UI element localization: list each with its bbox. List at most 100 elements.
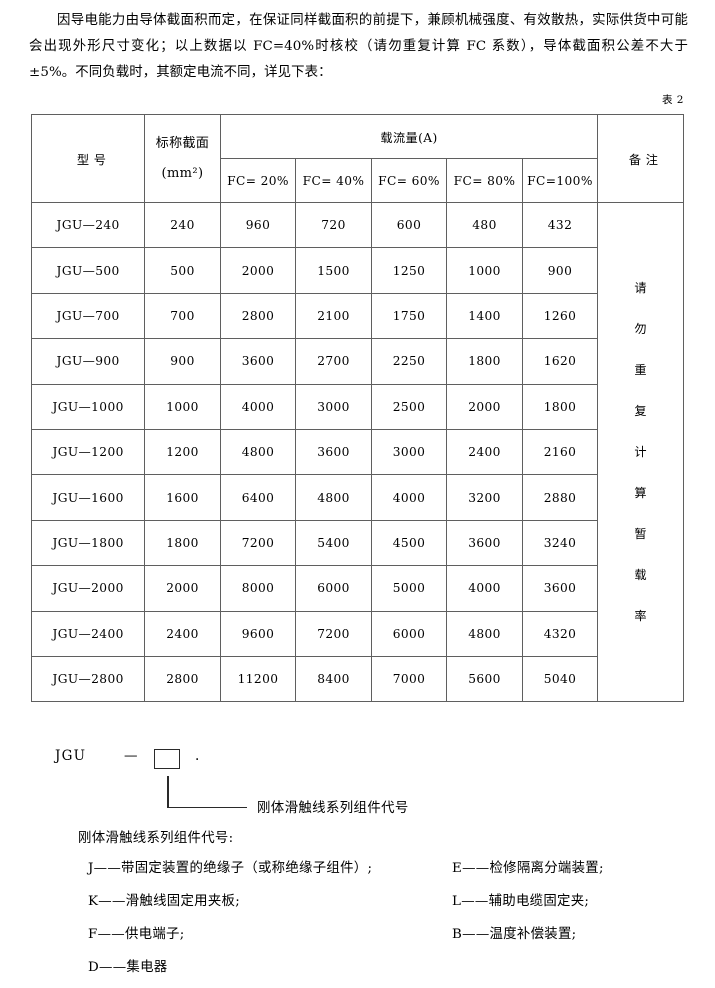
cell-area: 2400 <box>144 610 221 657</box>
column-header-nominal-area: 标称截面 (mm²) <box>144 114 221 203</box>
cell-area: 900 <box>144 338 221 385</box>
cell-fc-60: 7000 <box>370 655 448 703</box>
column-header-fc-80: FC= 80% <box>446 158 523 203</box>
cell-fc-40: 5400 <box>295 519 372 567</box>
legend-item-d: D——集电器 <box>88 960 168 975</box>
ampacity-table: 型 号 标称截面 (mm²) 载流量(A) 备 注 FC= 20% FC= 40… <box>30 114 684 703</box>
cell-area: 240 <box>144 201 221 249</box>
remark-char: 计 <box>634 444 647 459</box>
remark-vertical-text: 请勿重复计算暂载率 <box>598 268 683 637</box>
table-row: JGU—1000 1000 4000 3000 2500 2000 1800 <box>30 383 684 430</box>
remark-char: 率 <box>634 608 647 623</box>
leader-line-vertical <box>167 776 169 808</box>
cell-area: 700 <box>144 292 221 340</box>
cell-fc-80: 3200 <box>446 474 523 521</box>
remark-char: 勿 <box>634 321 647 336</box>
cell-fc-20: 4000 <box>219 383 297 430</box>
cell-area: 1800 <box>144 519 221 567</box>
cell-fc-40: 720 <box>295 201 372 249</box>
legend-item-e: E——检修隔离分端装置; <box>452 861 604 876</box>
cell-fc-40: 1500 <box>295 247 372 294</box>
cell-fc-100: 4320 <box>521 610 599 657</box>
legend-row: F——供电端子; B——温度补偿装置; <box>31 922 691 955</box>
legend-item-f: F——供电端子; <box>88 927 185 942</box>
nominal-area-unit: (mm²) <box>161 165 204 181</box>
cell-area: 1000 <box>144 383 221 430</box>
cell-fc-40: 8400 <box>295 655 372 703</box>
cell-fc-20: 6400 <box>219 474 297 521</box>
remark-char: 算 <box>634 485 647 500</box>
cell-fc-80: 480 <box>446 201 523 249</box>
table-row: JGU—2000 2000 8000 6000 5000 4000 3600 <box>30 565 684 612</box>
cell-fc-80: 2400 <box>446 428 523 476</box>
code-period: . <box>195 748 200 764</box>
cell-fc-80: 4800 <box>446 610 523 657</box>
cell-model: JGU—500 <box>30 247 146 294</box>
cell-area: 500 <box>144 247 221 294</box>
cell-fc-20: 7200 <box>219 519 297 567</box>
cell-area: 2800 <box>144 655 221 703</box>
cell-model: JGU—1200 <box>30 428 146 476</box>
legend-item-k: K——滑触线固定用夹板; <box>88 894 241 909</box>
column-header-fc-20: FC= 20% <box>219 158 297 203</box>
cell-fc-40: 2100 <box>295 292 372 340</box>
table-row: JGU—2400 2400 9600 7200 6000 4800 4320 <box>30 610 684 657</box>
cell-fc-100: 2160 <box>521 428 599 476</box>
cell-fc-80: 2000 <box>446 383 523 430</box>
column-header-fc-40: FC= 40% <box>295 158 372 203</box>
cell-fc-80: 3600 <box>446 519 523 567</box>
cell-area: 1200 <box>144 428 221 476</box>
cell-fc-100: 1800 <box>521 383 599 430</box>
cell-model: JGU—700 <box>30 292 146 340</box>
cell-fc-20: 8000 <box>219 565 297 612</box>
remark-char: 复 <box>634 403 647 418</box>
cell-model: JGU—1600 <box>30 474 146 521</box>
table-caption: 表 2 <box>661 94 684 106</box>
remark-char: 暂 <box>634 526 647 541</box>
cell-fc-20: 960 <box>219 201 297 249</box>
cell-model: JGU—2800 <box>30 655 146 703</box>
table-header: 型 号 标称截面 (mm²) 载流量(A) 备 注 FC= 20% FC= 40… <box>30 114 684 203</box>
code-placeholder-box <box>154 749 180 769</box>
column-header-fc-100: FC=100% <box>521 158 599 203</box>
legend-title: 刚体滑触线系列组件代号: <box>78 831 234 846</box>
cell-fc-40: 3000 <box>295 383 372 430</box>
table-row: JGU—1600 1600 6400 4800 4000 3200 2880 <box>30 474 684 521</box>
table-row: JGU—1800 1800 7200 5400 4500 3600 3240 <box>30 519 684 567</box>
cell-fc-60: 6000 <box>370 610 448 657</box>
table-row: JGU—900 900 3600 2700 2250 1800 1620 <box>30 338 684 385</box>
cell-fc-20: 2800 <box>219 292 297 340</box>
legend-grid: J——带固定装置的绝缘子（或称绝缘子组件）; E——检修隔离分端装置; K——滑… <box>31 856 691 988</box>
cell-fc-20: 9600 <box>219 610 297 657</box>
code-prefix: JGU <box>55 748 87 764</box>
cell-fc-60: 1750 <box>370 292 448 340</box>
cell-remark-vertical: 请勿重复计算暂载率 <box>597 201 684 703</box>
cell-fc-20: 11200 <box>219 655 297 703</box>
cell-model: JGU—900 <box>30 338 146 385</box>
cell-fc-40: 2700 <box>295 338 372 385</box>
legend-item-j: J——带固定装置的绝缘子（或称绝缘子组件）; <box>88 861 373 876</box>
cell-area: 1600 <box>144 474 221 521</box>
cell-fc-60: 2250 <box>370 338 448 385</box>
nominal-area-label: 标称截面 <box>155 135 210 151</box>
cell-fc-100: 2880 <box>521 474 599 521</box>
legend-row: D——集电器 <box>31 955 691 988</box>
remark-char: 请 <box>634 280 647 295</box>
model-code-diagram: JGU — . 刚体滑触线系列组件代号 <box>31 748 671 818</box>
leader-line-horizontal <box>167 806 247 808</box>
cell-model: JGU—1800 <box>30 519 146 567</box>
table-row: JGU—500 500 2000 1500 1250 1000 900 <box>30 247 684 294</box>
cell-fc-80: 5600 <box>446 655 523 703</box>
cell-fc-40: 7200 <box>295 610 372 657</box>
cell-model: JGU—240 <box>30 201 146 249</box>
intro-paragraph: 因导电能力由导体截面积而定，在保证同样截面积的前提下，兼顾机械强度、有效散热，实… <box>29 13 688 80</box>
table-header-row-1: 型 号 标称截面 (mm²) 载流量(A) 备 注 <box>30 114 684 203</box>
table-row: JGU—240 240 960 720 600 480 432 请勿重复计算暂载… <box>30 201 684 703</box>
table-row: JGU—700 700 2800 2100 1750 1400 1260 <box>30 292 684 340</box>
code-leader-label: 刚体滑触线系列组件代号 <box>257 801 409 816</box>
cell-fc-40: 4800 <box>295 474 372 521</box>
cell-fc-60: 4500 <box>370 519 448 567</box>
table-header-row-2: FC= 20% FC= 40% FC= 60% FC= 80% FC=100% <box>32 158 684 203</box>
cell-fc-20: 3600 <box>219 338 297 385</box>
remark-char: 重 <box>634 362 647 377</box>
